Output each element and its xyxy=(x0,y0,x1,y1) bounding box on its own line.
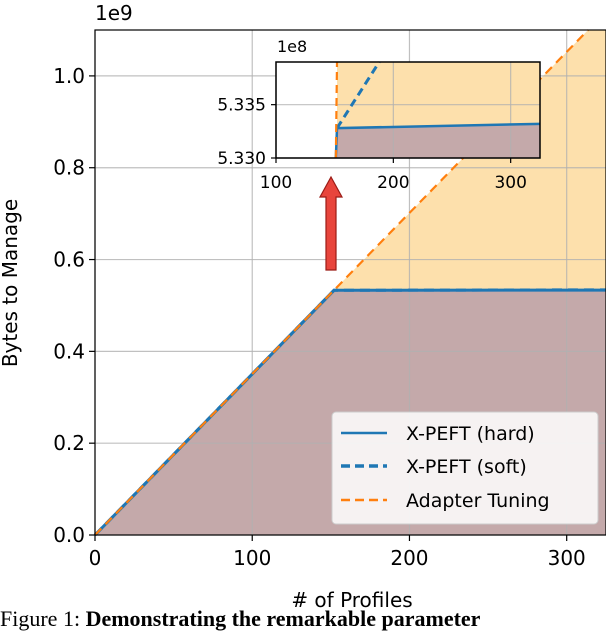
x-tick-label: 200 xyxy=(390,546,428,570)
caption-bold-text: Demonstrating the remarkable parameter xyxy=(85,606,481,631)
y-tick-label: 0.0 xyxy=(53,523,85,547)
inset-frame xyxy=(275,61,541,159)
inset-line-xpeft-soft xyxy=(335,61,381,129)
figure-caption: Figure 1: Demonstrating the remarkable p… xyxy=(0,604,606,634)
legend-label-soft: X-PEFT (soft) xyxy=(406,456,527,478)
inset-x-tick-label: 200 xyxy=(377,173,409,193)
x-axis-label: # of Profiles xyxy=(291,588,412,612)
y-tick-label: 1.0 xyxy=(53,64,85,88)
y-axis-label: Bytes to Manage xyxy=(0,199,22,367)
y-tick-label: 0.6 xyxy=(53,248,85,272)
legend-label-adapter: Adapter Tuning xyxy=(406,490,550,512)
inset-fill-layer xyxy=(337,62,540,158)
legend-box xyxy=(331,411,599,525)
series-line-xpeft-soft xyxy=(93,288,606,537)
inset-y-tick-label: 5.335 xyxy=(217,96,266,116)
main-plot-frame xyxy=(94,29,606,536)
main-ticks: 0 100 200 300 0.0 0.2 0.4 0.6 0.8 1.0 xyxy=(53,64,586,570)
bytes-to-manage-chart: 0 100 200 300 0.0 0.2 0.4 0.6 0.8 1.0 1e9 # of Pr… xyxy=(0,1,606,612)
x-tick-label: 100 xyxy=(233,546,271,570)
x-tick-label: 0 xyxy=(89,546,102,570)
legend: X-PEFT (hard) X-PEFT (soft) Adapter Tuni… xyxy=(331,411,599,525)
red-arrow-icon xyxy=(318,175,344,271)
y-tick-label: 0.8 xyxy=(53,156,85,180)
y-axis-scale-label: 1e9 xyxy=(95,1,133,25)
y-tick-label: 0.2 xyxy=(53,431,85,455)
inset-x-tick-label: 100 xyxy=(260,173,292,193)
zoom-arrow-annotation xyxy=(318,175,344,271)
legend-label-hard: X-PEFT (hard) xyxy=(406,423,535,445)
y-tick-label: 0.4 xyxy=(53,339,85,363)
inset-series-lines xyxy=(334,61,541,159)
inset-x-tick-label: 300 xyxy=(494,173,526,193)
inset-xpeft-fill xyxy=(337,123,540,158)
inset-line-adapter-tuning xyxy=(334,61,339,159)
inset-zoom-plot: 100 200 300 5.330 5.335 1e8 xyxy=(217,37,541,193)
inset-ticks: 100 200 300 5.330 5.335 xyxy=(217,96,527,193)
x-tick-label: 300 xyxy=(548,546,586,570)
inset-y-scale-label: 1e8 xyxy=(277,37,307,56)
caption-label: Figure 1: xyxy=(0,606,86,631)
inset-y-tick-label: 5.330 xyxy=(217,149,266,169)
